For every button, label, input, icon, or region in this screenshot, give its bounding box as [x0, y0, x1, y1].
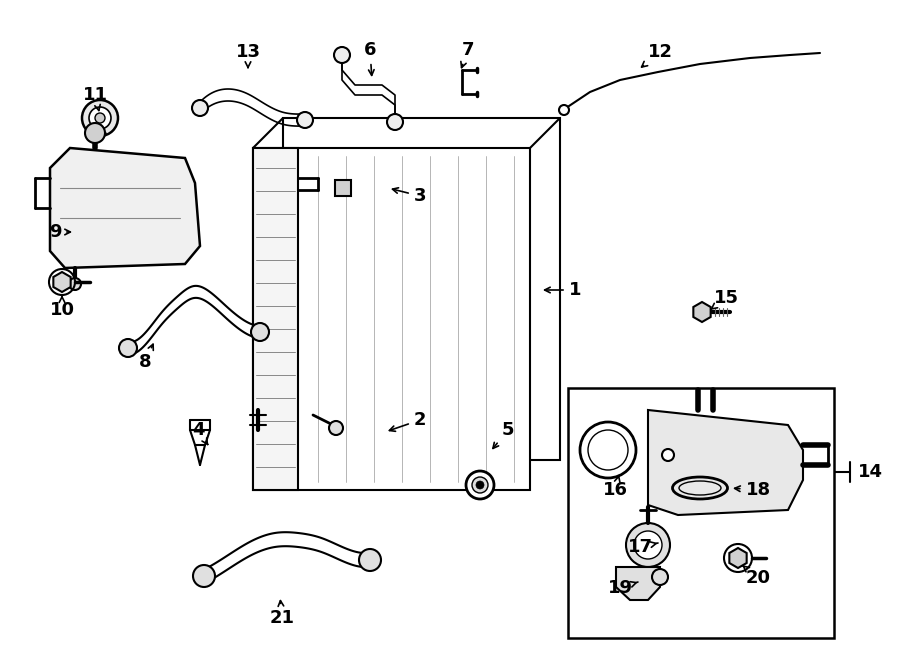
Circle shape [472, 477, 488, 493]
Text: 14: 14 [858, 463, 883, 481]
Circle shape [359, 549, 381, 571]
Circle shape [662, 449, 674, 461]
Text: 3: 3 [392, 187, 427, 205]
Text: 2: 2 [390, 411, 427, 432]
Polygon shape [729, 548, 747, 568]
Polygon shape [283, 118, 560, 460]
Polygon shape [648, 410, 803, 515]
Polygon shape [253, 148, 530, 490]
Text: 13: 13 [236, 43, 260, 67]
Text: 8: 8 [139, 344, 153, 371]
Polygon shape [693, 302, 711, 322]
Circle shape [82, 100, 118, 136]
Text: 11: 11 [83, 86, 107, 110]
Circle shape [466, 471, 494, 499]
Text: 18: 18 [734, 481, 770, 499]
Text: 19: 19 [608, 579, 638, 597]
Circle shape [329, 421, 343, 435]
Circle shape [387, 114, 403, 130]
Circle shape [334, 47, 350, 63]
Text: 9: 9 [49, 223, 70, 241]
Circle shape [119, 339, 137, 357]
Text: 16: 16 [602, 475, 627, 499]
Polygon shape [253, 148, 298, 490]
Circle shape [95, 113, 105, 123]
Text: 15: 15 [711, 289, 739, 309]
Circle shape [85, 123, 105, 143]
Bar [568, 388, 834, 638]
Circle shape [69, 278, 81, 290]
Polygon shape [616, 567, 660, 600]
Polygon shape [335, 180, 351, 196]
Text: 4: 4 [192, 421, 208, 444]
Circle shape [626, 523, 670, 567]
Text: 1: 1 [544, 281, 581, 299]
Text: 17: 17 [627, 538, 658, 556]
Polygon shape [53, 272, 71, 292]
Text: 5: 5 [493, 421, 514, 448]
Circle shape [559, 105, 569, 115]
Circle shape [652, 569, 668, 585]
Circle shape [476, 481, 484, 489]
Polygon shape [50, 148, 200, 268]
Circle shape [193, 565, 215, 587]
Circle shape [251, 323, 269, 341]
Text: 10: 10 [50, 295, 75, 319]
Circle shape [89, 107, 111, 129]
Text: 6: 6 [364, 41, 376, 75]
Circle shape [192, 100, 208, 116]
Circle shape [634, 531, 662, 559]
Text: 12: 12 [642, 43, 672, 67]
Text: 20: 20 [743, 566, 770, 587]
Text: 7: 7 [461, 41, 474, 67]
Text: 21: 21 [269, 601, 294, 627]
Circle shape [297, 112, 313, 128]
